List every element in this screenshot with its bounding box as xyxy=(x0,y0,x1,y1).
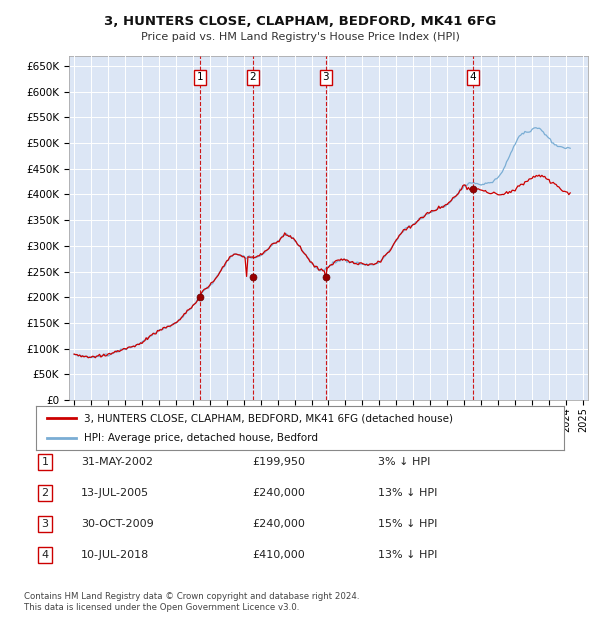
Text: 31-MAY-2002: 31-MAY-2002 xyxy=(81,457,153,467)
Text: 3, HUNTERS CLOSE, CLAPHAM, BEDFORD, MK41 6FG: 3, HUNTERS CLOSE, CLAPHAM, BEDFORD, MK41… xyxy=(104,16,496,28)
Text: 2: 2 xyxy=(250,73,256,82)
Text: 4: 4 xyxy=(470,73,476,82)
Text: This data is licensed under the Open Government Licence v3.0.: This data is licensed under the Open Gov… xyxy=(24,603,299,612)
Text: 15% ↓ HPI: 15% ↓ HPI xyxy=(378,519,437,529)
Text: HPI: Average price, detached house, Bedford: HPI: Average price, detached house, Bedf… xyxy=(83,433,317,443)
Text: 2: 2 xyxy=(41,488,49,498)
Text: 3, HUNTERS CLOSE, CLAPHAM, BEDFORD, MK41 6FG (detached house): 3, HUNTERS CLOSE, CLAPHAM, BEDFORD, MK41… xyxy=(83,414,452,423)
Text: 13% ↓ HPI: 13% ↓ HPI xyxy=(378,550,437,560)
Text: 13-JUL-2005: 13-JUL-2005 xyxy=(81,488,149,498)
Text: £240,000: £240,000 xyxy=(252,519,305,529)
Text: Price paid vs. HM Land Registry's House Price Index (HPI): Price paid vs. HM Land Registry's House … xyxy=(140,32,460,42)
Text: 3: 3 xyxy=(41,519,49,529)
Text: £240,000: £240,000 xyxy=(252,488,305,498)
Text: 1: 1 xyxy=(41,457,49,467)
Text: 1: 1 xyxy=(197,73,203,82)
Text: 3% ↓ HPI: 3% ↓ HPI xyxy=(378,457,430,467)
Text: 13% ↓ HPI: 13% ↓ HPI xyxy=(378,488,437,498)
Text: Contains HM Land Registry data © Crown copyright and database right 2024.: Contains HM Land Registry data © Crown c… xyxy=(24,592,359,601)
Text: £199,950: £199,950 xyxy=(252,457,305,467)
Text: 3: 3 xyxy=(322,73,329,82)
Text: £410,000: £410,000 xyxy=(252,550,305,560)
Text: 10-JUL-2018: 10-JUL-2018 xyxy=(81,550,149,560)
Text: 4: 4 xyxy=(41,550,49,560)
Text: 30-OCT-2009: 30-OCT-2009 xyxy=(81,519,154,529)
